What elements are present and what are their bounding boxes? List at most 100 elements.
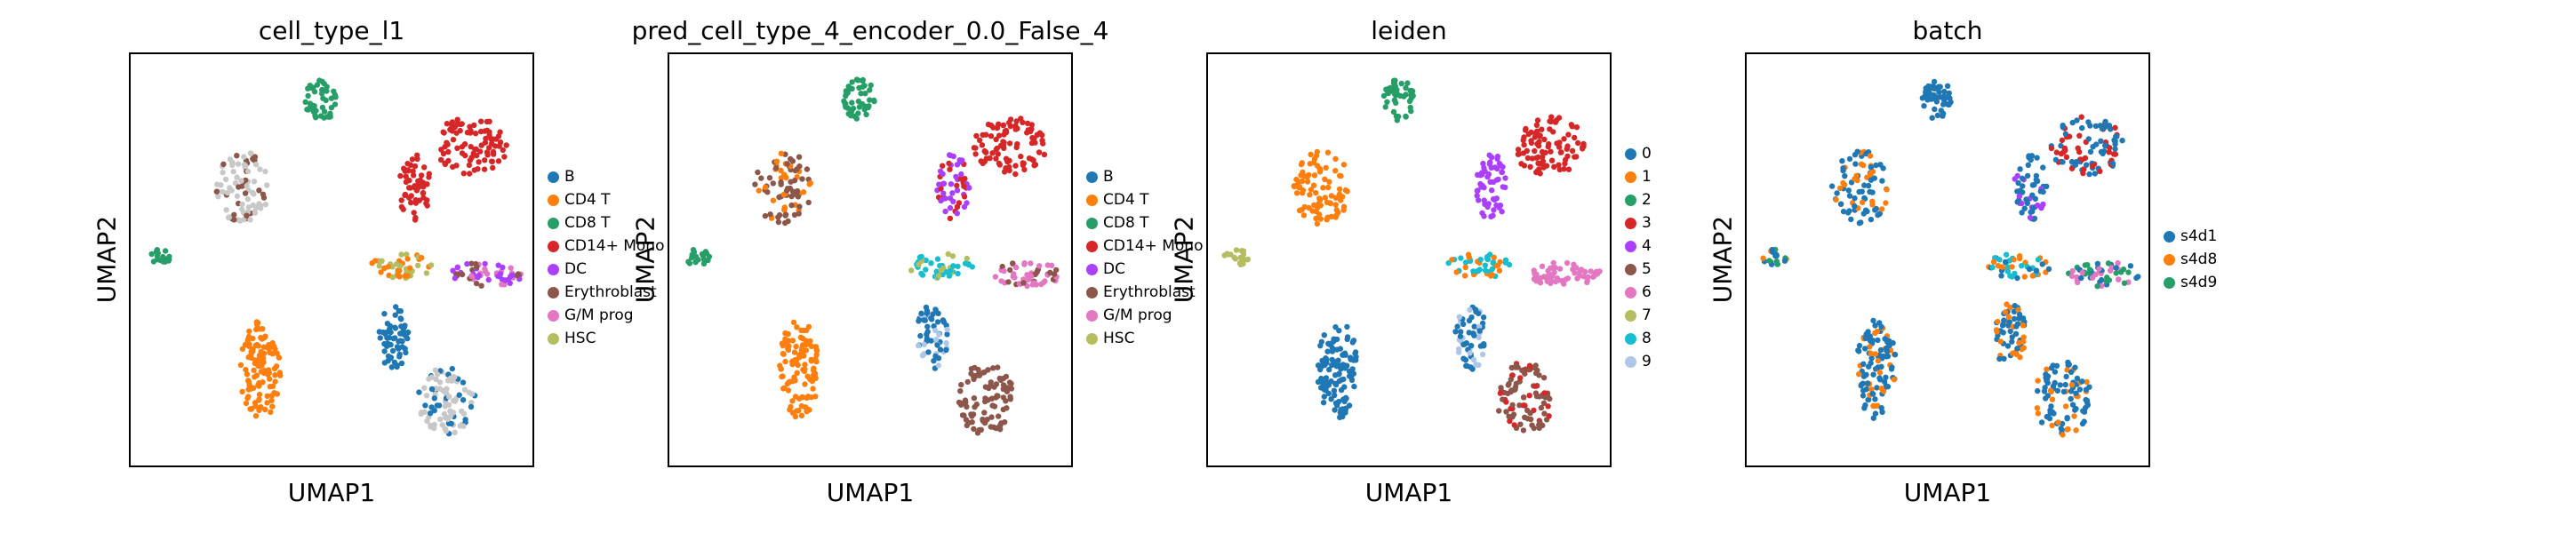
data-point (1340, 413, 1346, 420)
data-point (1535, 160, 1541, 166)
data-point (244, 183, 250, 189)
data-point (264, 393, 270, 399)
data-point (1881, 378, 1888, 385)
data-point (2060, 388, 2068, 395)
data-point (853, 76, 860, 83)
data-point (794, 324, 800, 330)
data-point (1351, 383, 1357, 390)
data-point (794, 188, 800, 195)
data-point (1861, 182, 1868, 188)
data-point (868, 82, 874, 89)
data-point (1891, 377, 1897, 383)
data-point (2119, 138, 2125, 144)
data-point (964, 255, 970, 262)
data-point (1391, 81, 1398, 87)
data-point (391, 359, 398, 366)
data-point (1036, 263, 1043, 269)
data-point (2108, 267, 2114, 274)
legend-label: 3 (1642, 214, 1652, 232)
data-point (452, 398, 459, 404)
data-point (234, 193, 241, 199)
data-point (843, 92, 849, 99)
data-point (1323, 387, 1329, 394)
data-point (2048, 365, 2055, 371)
data-point (467, 157, 474, 163)
data-point (454, 145, 460, 151)
data-point (971, 395, 978, 402)
legend-item: G/M prog (1086, 304, 1203, 327)
legend-item: CD8 T (1086, 211, 1203, 235)
data-point (319, 86, 325, 93)
data-point (427, 410, 434, 417)
data-point (1004, 388, 1011, 394)
legend-item: 8 (1625, 327, 1652, 350)
data-point (421, 385, 428, 391)
legend-marker (1625, 309, 1636, 322)
data-point (1352, 350, 1358, 357)
data-point (2020, 322, 2027, 329)
data-point (1338, 172, 1344, 179)
data-point (1867, 188, 1873, 195)
data-point (1020, 160, 1026, 166)
legend-item: DC (1086, 258, 1203, 281)
data-point (975, 366, 981, 373)
data-point (2016, 253, 2023, 259)
plot-area (129, 52, 534, 467)
data-point (1534, 168, 1540, 174)
data-point (996, 413, 1002, 419)
data-point (444, 139, 450, 146)
data-point (796, 211, 802, 217)
data-point (423, 270, 430, 276)
data-point (231, 217, 237, 223)
data-point (1883, 200, 1889, 206)
data-point (1327, 341, 1333, 348)
data-point (305, 92, 311, 99)
data-point (258, 334, 264, 341)
data-point (921, 317, 927, 323)
data-point (1308, 151, 1314, 158)
data-point (1868, 164, 1875, 171)
x-axis-label: UMAP1 (826, 478, 915, 507)
data-point (1006, 167, 1012, 174)
data-point (2099, 282, 2105, 289)
data-point (508, 265, 514, 271)
data-point (1871, 175, 1877, 181)
data-point (1240, 260, 1246, 267)
data-point (1529, 155, 1536, 162)
data-point (321, 81, 327, 87)
data-point (1304, 179, 1311, 185)
data-point (1556, 266, 1564, 272)
data-point (1930, 85, 1936, 91)
data-point (1872, 322, 1878, 329)
umap-panel-1: cell_type_l1 UMAP2 UMAP1 B CD4 T CD8 T CD14… (0, 0, 665, 533)
data-point (796, 154, 803, 160)
data-point (1469, 366, 1476, 372)
data-point (1489, 272, 1495, 278)
data-point (1873, 205, 1879, 212)
data-point (1552, 119, 1559, 125)
legend-label: 2 (1642, 191, 1652, 209)
data-point (925, 349, 932, 355)
data-point (1018, 115, 1024, 122)
data-point (1573, 124, 1580, 131)
data-point (2024, 172, 2031, 179)
data-point (385, 353, 392, 360)
data-point (2019, 263, 2025, 269)
data-point (953, 173, 959, 180)
data-point (272, 378, 278, 385)
data-point (2071, 413, 2077, 419)
data-point (1458, 255, 1464, 261)
data-point (1890, 339, 1896, 346)
data-point (2076, 132, 2083, 139)
data-point (396, 307, 402, 314)
data-point (1582, 268, 1588, 275)
data-point (2087, 123, 2093, 129)
data-point (1502, 259, 1508, 266)
data-point (981, 410, 988, 416)
data-point (944, 326, 950, 333)
data-point (1551, 163, 1557, 170)
data-point (1879, 409, 1885, 415)
data-point (224, 189, 230, 196)
data-point (2007, 273, 2013, 279)
data-point (1040, 140, 1046, 147)
